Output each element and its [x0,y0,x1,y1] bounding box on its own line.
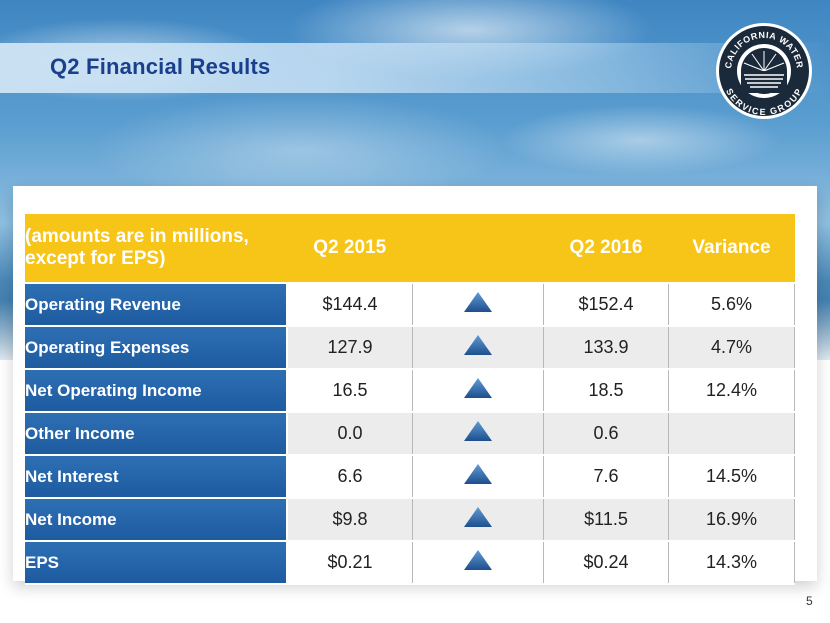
title-bar [0,43,830,93]
trend-cell [412,368,544,413]
q2-2015-value: 0.0 [286,411,413,456]
q2-2015-value: $144.4 [286,282,413,327]
q2-2016-value: $11.5 [543,497,669,542]
california-water-logo: CALIFORNIA WATER SERVICE GROUP [716,23,812,119]
financial-results-table: (amounts are in millions, except for EPS… [25,214,795,585]
table-row: Net Operating Income 16.5 18.5 12.4% [25,368,795,413]
table-row: Operating Expenses 127.9 133.9 4.7% [25,325,795,370]
trend-cell [412,454,544,499]
table-row: Other Income 0.0 0.6 [25,411,795,456]
row-label: Net Interest [25,455,288,499]
q2-2015-value: 127.9 [286,325,413,370]
q2-2015-value: $0.21 [286,540,413,585]
amounts-note: (amounts are in millions, except for EPS… [25,214,287,284]
trend-cell [412,497,544,542]
q2-2016-value: 133.9 [543,325,669,370]
slide-title: Q2 Financial Results [50,54,271,79]
trend-cell [412,411,544,456]
variance-value: 16.9% [668,497,795,542]
table-header-row: (amounts are in millions, except for EPS… [25,214,795,284]
table-row: Net Interest 6.6 7.6 14.5% [25,454,795,499]
variance-value [668,411,795,456]
trend-cell [412,540,544,585]
variance-value: 4.7% [668,325,795,370]
up-triangle-icon [464,464,492,484]
header-q2-2015: Q2 2015 [287,214,413,284]
variance-value: 12.4% [668,368,795,413]
q2-2016-value: 0.6 [543,411,669,456]
header-trend [412,214,544,284]
row-label: Other Income [25,412,288,456]
q2-2015-value: 16.5 [286,368,413,413]
up-triangle-icon [464,507,492,527]
row-label: Net Operating Income [25,369,288,413]
q2-2016-value: $0.24 [543,540,669,585]
up-triangle-icon [464,335,492,355]
trend-cell [412,325,544,370]
up-triangle-icon [464,550,492,570]
header-variance: Variance [668,214,795,284]
variance-value: 5.6% [668,282,795,327]
q2-2015-value: 6.6 [286,454,413,499]
table-row: Operating Revenue $144.4 $152.4 5.6% [25,282,795,327]
row-label: Operating Expenses [25,326,288,370]
q2-2015-value: $9.8 [286,497,413,542]
trend-cell [412,282,544,327]
q2-2016-value: $152.4 [543,282,669,327]
row-label: EPS [25,541,288,585]
q2-2016-value: 7.6 [543,454,669,499]
up-triangle-icon [464,292,492,312]
page-number: 5 [806,594,813,608]
up-triangle-icon [464,378,492,398]
up-triangle-icon [464,421,492,441]
table-row: EPS $0.21 $0.24 14.3% [25,540,795,585]
variance-value: 14.3% [668,540,795,585]
variance-value: 14.5% [668,454,795,499]
header-q2-2016: Q2 2016 [543,214,669,284]
q2-2016-value: 18.5 [543,368,669,413]
row-label: Operating Revenue [25,283,288,327]
table-row: Net Income $9.8 $11.5 16.9% [25,497,795,542]
row-label: Net Income [25,498,288,542]
